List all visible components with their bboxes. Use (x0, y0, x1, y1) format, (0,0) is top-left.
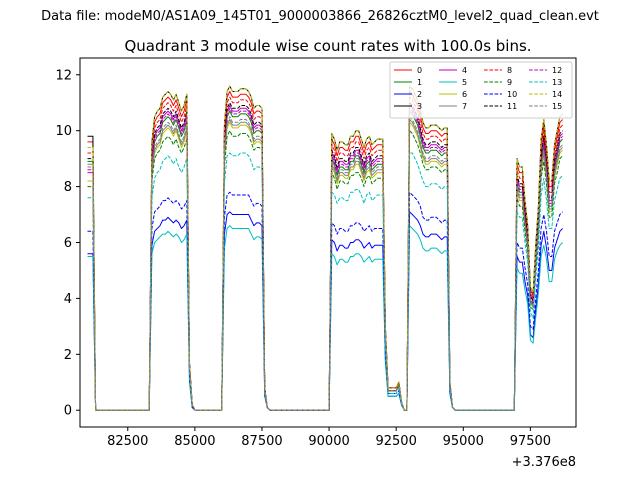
legend-label-15: 15 (552, 102, 562, 111)
x-tick-label: 90000 (308, 434, 349, 449)
y-tick-label: 8 (64, 180, 72, 195)
x-offset-label: +3.376e8 (512, 455, 576, 470)
legend-label-8: 8 (507, 66, 512, 75)
x-tick-label: 87500 (241, 434, 282, 449)
plot-area (87, 85, 563, 411)
y-tick-label: 10 (55, 124, 72, 139)
y-tick-label: 2 (64, 348, 72, 363)
legend-label-10: 10 (507, 90, 517, 99)
figure-suptitle: Data file: modeM0/AS1A09_145T01_90000038… (41, 9, 599, 24)
legend-label-1: 1 (417, 78, 422, 87)
x-tick-label: 85000 (174, 434, 215, 449)
legend-label-4: 4 (462, 66, 467, 75)
legend-label-2: 2 (417, 90, 422, 99)
legend-label-0: 0 (417, 66, 422, 75)
y-tick-label: 0 (64, 404, 72, 419)
x-tick-label: 97500 (510, 434, 551, 449)
legend-label-14: 14 (552, 90, 562, 99)
x-tick-label: 92500 (375, 434, 416, 449)
legend-label-5: 5 (462, 78, 467, 87)
legend-box (389, 61, 573, 119)
series-line-15 (87, 116, 563, 411)
legend-label-6: 6 (462, 90, 467, 99)
legend-label-12: 12 (552, 66, 562, 75)
x-tick-label: 82500 (107, 434, 148, 449)
y-tick-label: 12 (55, 68, 72, 83)
axes: 82500 85000 87500 90000 92500 95000 97500 0 2 4 6 8… (55, 57, 577, 449)
legend-label-3: 3 (417, 102, 422, 111)
series-line-9 (87, 130, 563, 411)
x-tick-label: 95000 (443, 434, 484, 449)
legend-label-9: 9 (507, 78, 512, 87)
y-tick-label: 6 (64, 236, 72, 251)
legend-label-11: 11 (507, 102, 517, 111)
y-tick-label: 4 (64, 292, 72, 307)
legend-label-7: 7 (462, 102, 467, 111)
legend-label-13: 13 (552, 78, 562, 87)
chart-title: Quadrant 3 module wise count rates with … (124, 37, 531, 55)
